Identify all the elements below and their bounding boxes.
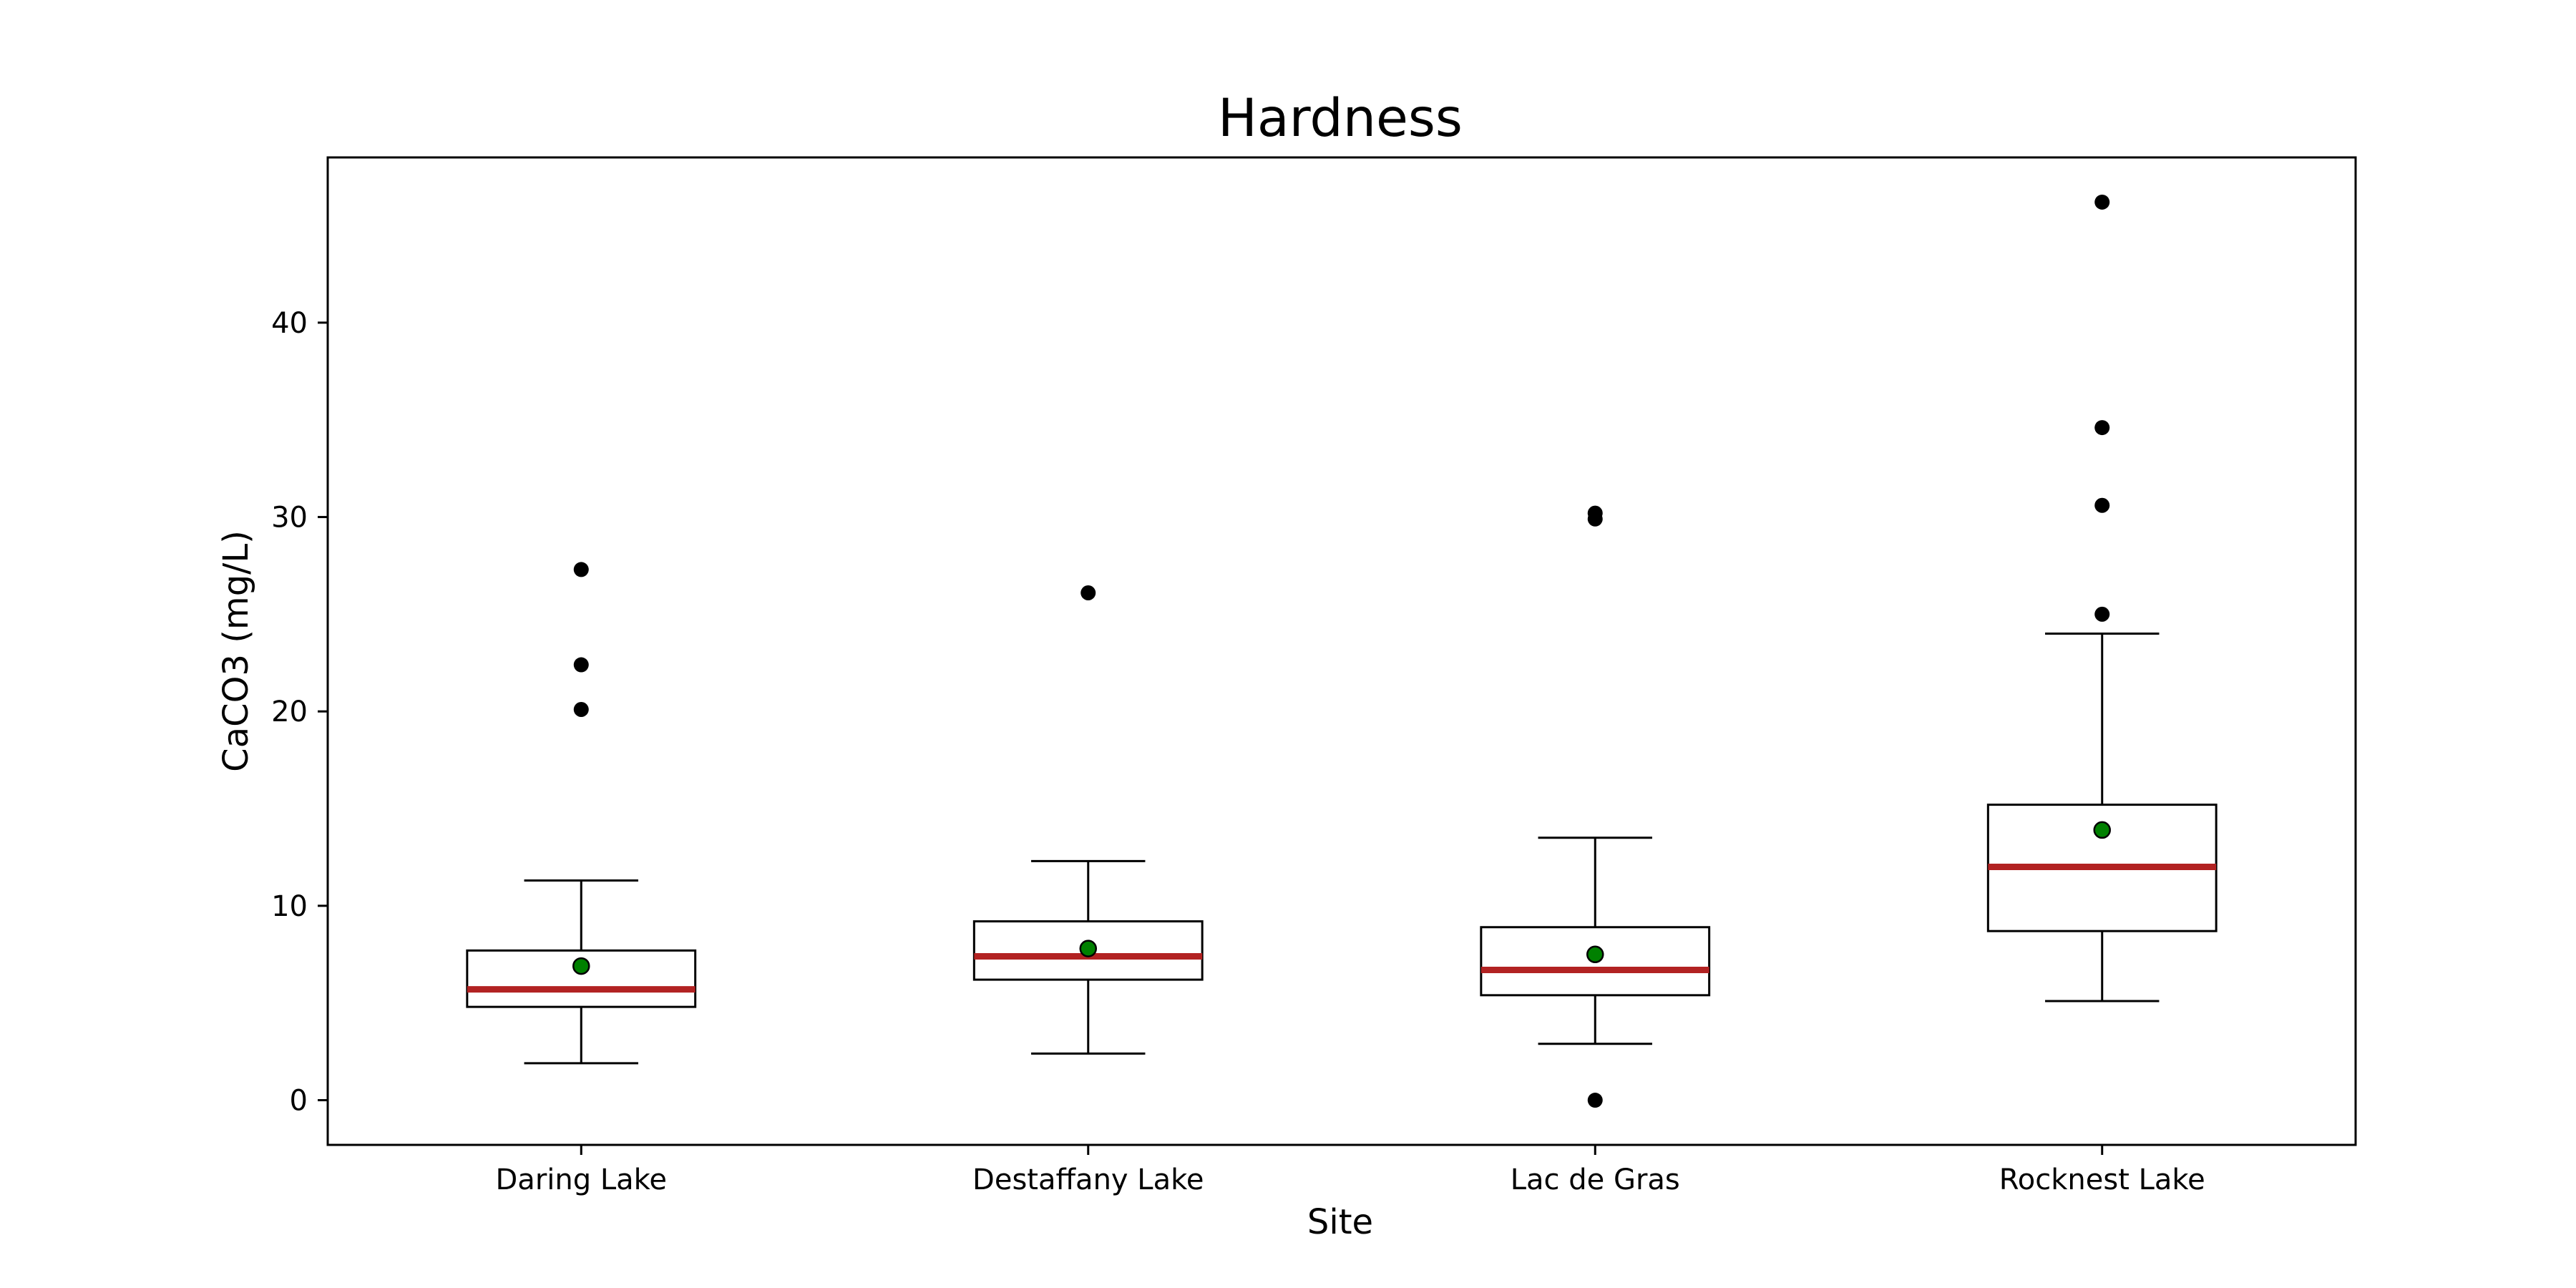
outlier-point [573, 657, 589, 673]
outlier-point [1080, 585, 1096, 601]
x-tick-label: Destaffany Lake [972, 1163, 1204, 1196]
x-axis: Daring Lake Destaffany Lake Lac de Gras Roc… [496, 1145, 2205, 1196]
outlier-point [573, 701, 589, 717]
mean-marker [2093, 821, 2111, 839]
y-axis: 0 10 20 30 40 [271, 307, 328, 1118]
outlier-point [573, 562, 589, 577]
outlier-point [2094, 194, 2110, 210]
y-tick-label: 30 [271, 502, 308, 535]
y-tick-label: 10 [271, 890, 308, 923]
box-group [1986, 194, 2218, 1002]
x-axis-label: Site [1307, 1202, 1373, 1242]
x-tick-label: Lac de Gras [1511, 1163, 1680, 1196]
box-group [1480, 505, 1711, 1108]
outlier-point [2094, 497, 2110, 513]
box-group [466, 562, 697, 1065]
y-tick-label: 20 [271, 696, 308, 728]
mean-marker [572, 957, 590, 975]
chart-title: Hardness [1218, 88, 1463, 149]
y-tick-label: 0 [290, 1085, 308, 1118]
outlier-point [1587, 505, 1603, 521]
x-tick-label: Rocknest Lake [1999, 1163, 2205, 1196]
outlier-point [1587, 1093, 1603, 1108]
y-tick-label: 40 [271, 307, 308, 340]
x-tick-label: Daring Lake [496, 1163, 667, 1196]
y-axis-label: CaCO3 (mg/L) [216, 530, 256, 772]
outlier-point [2094, 606, 2110, 622]
box-group [972, 585, 1204, 1055]
plot-frame [326, 156, 2357, 1146]
outlier-point [2094, 420, 2110, 436]
boxes-layer [466, 194, 2218, 1108]
mean-marker [1079, 940, 1097, 957]
mean-marker [1586, 945, 1604, 964]
